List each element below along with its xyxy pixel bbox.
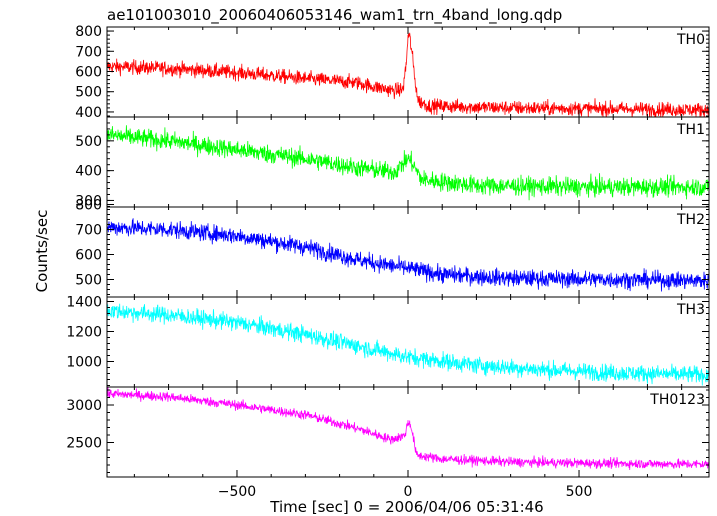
y-tick-label: 2500 xyxy=(66,436,102,452)
y-tick-label: 700 xyxy=(75,223,102,239)
series-label-th1: TH1 xyxy=(676,122,705,138)
panels: 400 500 600 700 800 TH0 300 400 500 TH1 500 600 700 8… xyxy=(66,24,710,500)
y-tick-label: 3000 xyxy=(66,398,102,414)
series-line-th1 xyxy=(107,125,709,201)
x-tick-label: −500 xyxy=(218,484,256,500)
series-line-th0123 xyxy=(107,387,709,471)
series-label-th2: TH2 xyxy=(676,212,705,228)
series-line-th0 xyxy=(107,32,709,117)
panel-th1: 300 400 500 TH1 xyxy=(75,116,710,209)
y-tick-label: 600 xyxy=(75,248,102,264)
y-axis-label: Counts/sec xyxy=(33,210,51,293)
y-tick-label: 1200 xyxy=(66,325,102,341)
panel-th0: 400 500 600 700 800 TH0 xyxy=(75,24,710,121)
y-tick-label: 700 xyxy=(75,44,102,60)
x-tick-label: 0 xyxy=(404,484,413,500)
series-line-th2 xyxy=(107,218,709,292)
y-tick-label: 500 xyxy=(75,134,102,150)
panel-frame xyxy=(106,116,710,208)
panel-th0123: 2500 3000 TH0123 −500 0 500 xyxy=(66,386,710,500)
series-label-th0: TH0 xyxy=(676,32,705,48)
panel-th3: 1000 1200 1400 TH3 xyxy=(66,295,710,388)
y-tick-label: 400 xyxy=(75,164,102,180)
y-tick-label: 1000 xyxy=(66,355,102,371)
series-line-th3 xyxy=(107,303,709,386)
figure-title: ae101003010_20060406053146_wam1_trn_4ban… xyxy=(107,6,562,25)
x-tick-label: 500 xyxy=(566,484,593,500)
panel-th2: 500 600 700 800 TH2 xyxy=(75,198,710,298)
y-tick-label: 400 xyxy=(75,105,102,121)
y-tick-label: 500 xyxy=(75,273,102,289)
y-tick-label: 500 xyxy=(75,85,102,101)
y-tick-label: 800 xyxy=(75,198,102,214)
x-axis-label: Time [sec] 0 = 2006/04/06 05:31:46 xyxy=(269,498,543,516)
series-label-th3: TH3 xyxy=(676,302,705,318)
y-tick-label: 1400 xyxy=(66,295,102,311)
y-tick-label: 600 xyxy=(75,64,102,80)
y-tick-label: 300 xyxy=(75,193,102,209)
series-label-th0123: TH0123 xyxy=(649,392,705,408)
y-tick-label: 800 xyxy=(75,24,102,40)
